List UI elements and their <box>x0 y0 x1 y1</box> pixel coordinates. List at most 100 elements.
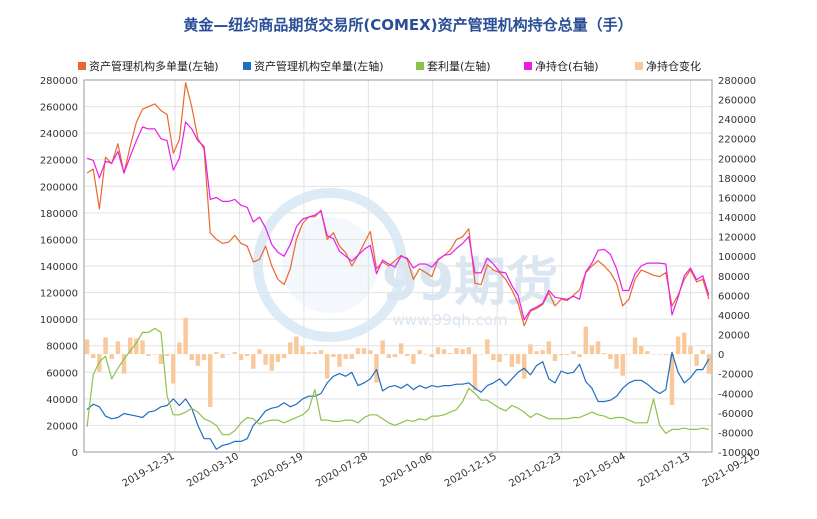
net-change-bar <box>448 353 453 355</box>
net-change-bar <box>552 354 558 361</box>
net-change-bar <box>281 354 287 359</box>
left-tick-label: 240000 <box>40 129 78 140</box>
net-change-bar <box>214 352 219 355</box>
net-change-bar <box>183 317 188 355</box>
net-change-bar <box>269 354 275 371</box>
legend-item[interactable]: 资产管理机构空单量(左轴) <box>243 59 384 73</box>
net-change-bar <box>392 354 398 358</box>
net-change-bar <box>657 354 662 355</box>
net-change-bar <box>521 354 527 379</box>
legend-item[interactable]: 净持仓变化 <box>635 59 701 73</box>
net-change-bar <box>565 354 570 356</box>
right-tick-label: -100000 <box>718 448 760 459</box>
net-change-bar <box>534 351 539 355</box>
net-change-bar <box>251 354 256 369</box>
net-change-bar <box>152 354 158 355</box>
chart-title: 黄金—纽约商品期货交易所(COMEX)资产管理机构持仓总量（手） <box>183 16 632 34</box>
net-change-bar <box>331 354 336 358</box>
left-tick-label: 140000 <box>40 262 78 273</box>
series-lines <box>86 82 710 450</box>
net-change-bar <box>189 354 194 360</box>
net-change-bar <box>589 345 595 355</box>
left-tick-label: 80000 <box>46 342 78 353</box>
net-change-bar <box>528 344 533 355</box>
left-tick-label: 220000 <box>40 156 78 167</box>
net-change-bar <box>608 354 613 359</box>
legend-label: 套利量(左轴) <box>427 59 491 73</box>
left-tick-label: 40000 <box>46 395 78 406</box>
net-change-bar <box>706 354 712 374</box>
net-change-bar <box>201 354 207 360</box>
net-change-bar <box>140 340 145 355</box>
net-change-bar <box>472 354 478 391</box>
legend-item[interactable]: 套利量(左轴) <box>416 59 491 73</box>
net-change-bar <box>263 354 268 365</box>
net-change-bar <box>398 343 404 355</box>
legend-item[interactable]: 净持仓(右轴) <box>524 59 599 73</box>
net-change-bar <box>669 354 675 406</box>
net-change-bar <box>509 354 515 367</box>
net-change-bar <box>558 354 564 356</box>
series-line-0 <box>86 82 710 327</box>
net-change-bar <box>374 354 379 383</box>
legend-swatch <box>78 62 86 70</box>
net-change-bar <box>244 354 250 357</box>
right-tick-label: 200000 <box>718 154 756 165</box>
right-tick-label: 60000 <box>718 291 750 302</box>
right-tick-label: 260000 <box>718 96 756 107</box>
left-tick-label: 120000 <box>40 289 78 300</box>
right-tick-label: 20000 <box>718 331 750 342</box>
net-change-bar <box>423 354 428 355</box>
net-change-bar <box>441 349 447 355</box>
series-line-3 <box>86 121 710 321</box>
right-tick-label: 120000 <box>718 233 756 244</box>
net-change-bar <box>460 349 465 355</box>
net-change-bar <box>324 354 330 379</box>
net-change-bar <box>491 354 496 360</box>
net-change-bar <box>300 346 305 355</box>
net-change-bar <box>620 354 625 376</box>
right-tick-label: 140000 <box>718 213 756 224</box>
net-change-bar <box>386 354 391 359</box>
net-change-bar <box>355 348 361 355</box>
net-change-bar <box>121 354 127 374</box>
net-change-bar <box>91 354 96 359</box>
net-change-bar <box>164 354 170 357</box>
net-change-bar <box>84 339 90 355</box>
left-tick-label: 0 <box>72 448 78 459</box>
x-tick-label: 2021-02-23 <box>507 451 563 490</box>
x-tick-label: 2020-12-15 <box>443 451 499 490</box>
left-tick-label: 280000 <box>40 76 78 87</box>
right-tick-label: -60000 <box>718 409 753 420</box>
net-change-bar <box>540 350 545 355</box>
legend-swatch <box>524 62 532 70</box>
net-change-bar <box>682 332 687 355</box>
net-change-bar <box>515 354 521 364</box>
net-change-bar <box>694 354 699 366</box>
net-change-bar <box>466 347 472 355</box>
net-change-bar <box>632 337 638 355</box>
net-change-bar <box>103 337 108 355</box>
left-tick-label: 20000 <box>46 421 78 432</box>
grid <box>84 79 712 453</box>
x-tick-label: 2020-03-10 <box>185 451 241 490</box>
net-change-bar <box>195 354 201 366</box>
net-change-bar <box>177 342 182 355</box>
legend-item[interactable]: 资产管理机构多单量(左轴) <box>78 59 219 73</box>
net-change-bar <box>602 353 607 355</box>
net-change-bar <box>368 350 373 355</box>
net-change-bar <box>614 354 619 369</box>
net-change-bar <box>497 354 502 362</box>
right-tick-label: 240000 <box>718 115 756 126</box>
watermark-text: 99期货 <box>382 253 558 313</box>
right-tick-label: 100000 <box>718 252 756 263</box>
left-tick-label: 260000 <box>40 103 78 114</box>
right-tick-label: 280000 <box>718 76 756 87</box>
net-change-bar <box>688 346 693 355</box>
left-tick-label: 100000 <box>40 315 78 326</box>
net-change-bar <box>675 336 681 355</box>
watermark: 99期货 www.99qh.com <box>253 188 558 342</box>
net-change-bar <box>571 351 576 355</box>
net-change-bar <box>171 354 176 384</box>
